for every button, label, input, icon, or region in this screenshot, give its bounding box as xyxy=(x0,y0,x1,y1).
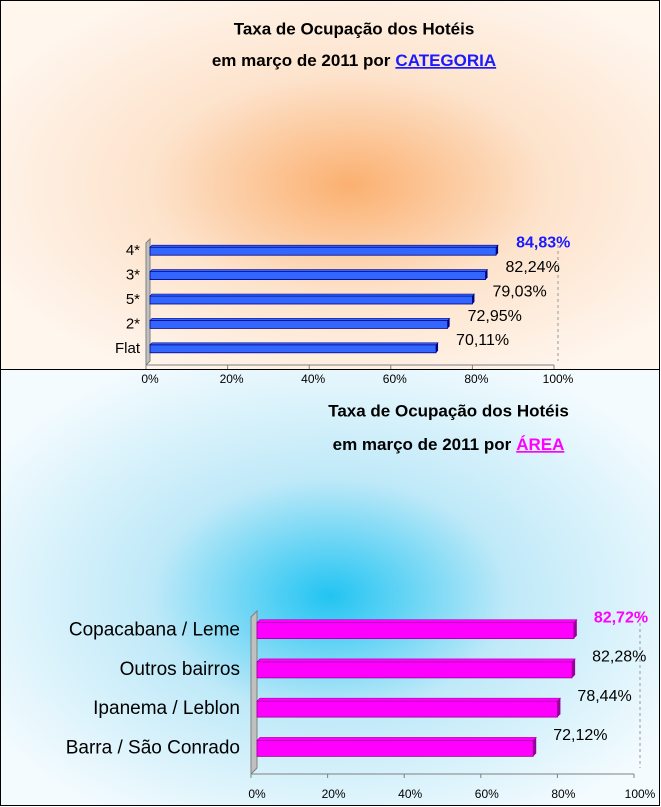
x-tick-label: 100% xyxy=(625,787,656,801)
value-label: 82,72% xyxy=(594,609,648,626)
value-label: 84,83% xyxy=(516,235,570,252)
bar-top xyxy=(149,244,499,248)
bar-front xyxy=(256,622,575,640)
category-label: Outros bairros xyxy=(120,659,240,680)
category-label: Copacabana / Leme xyxy=(69,620,240,641)
value-label: 78,44% xyxy=(577,688,631,705)
bar xyxy=(256,737,537,757)
bar-side xyxy=(572,658,576,678)
bar-side xyxy=(436,342,439,353)
bar-front xyxy=(149,319,449,329)
bar xyxy=(149,269,489,281)
x-tick-label: 20% xyxy=(220,372,244,386)
bar-top xyxy=(149,269,489,272)
bar-side xyxy=(533,737,537,757)
x-tick-label: 40% xyxy=(398,787,422,801)
value-label: 70,11% xyxy=(456,332,509,349)
bar-top xyxy=(256,737,537,741)
chart-subtitle: em março de 2011 por ÁREA xyxy=(333,435,565,454)
axis-wall xyxy=(250,609,258,776)
bar-front xyxy=(256,700,558,718)
category-label: 2* xyxy=(126,315,140,332)
subtitle-text: em março de 2011 por xyxy=(212,51,391,70)
subtitle-link: ÁREA xyxy=(516,435,564,454)
bar-side xyxy=(485,269,488,280)
category-label: Barra / São Conrado xyxy=(66,737,240,758)
x-tick-label: 60% xyxy=(383,372,407,386)
value-label: 79,03% xyxy=(492,283,546,300)
chart-title: Taxa de Ocupação dos Hotéis xyxy=(234,19,475,38)
bar-top xyxy=(256,658,576,663)
x-tick-label: 20% xyxy=(322,787,346,801)
value-label: 72,12% xyxy=(553,727,607,744)
category-label: 4* xyxy=(126,242,140,259)
bar-front xyxy=(149,295,473,305)
chart-panel xyxy=(0,0,660,370)
bar-top xyxy=(149,293,476,297)
bar xyxy=(256,619,578,640)
bar-side xyxy=(573,619,577,639)
chart-title: Taxa de Ocupação dos Hotéis xyxy=(328,401,569,420)
value-label: 82,28% xyxy=(592,649,646,666)
x-tick-label: 80% xyxy=(464,372,488,386)
value-label: 82,24% xyxy=(506,259,560,276)
x-tick-label: 100% xyxy=(543,372,574,386)
bar xyxy=(256,658,576,679)
chart-panel xyxy=(0,369,660,806)
x-tick-label: 80% xyxy=(551,787,575,801)
bar-top xyxy=(149,342,439,346)
bar-top xyxy=(256,697,562,702)
bar-front xyxy=(149,271,486,281)
x-tick-label: 60% xyxy=(475,787,499,801)
category-label: Flat xyxy=(115,340,141,357)
bar xyxy=(149,318,451,329)
category-label: 5* xyxy=(126,291,140,308)
bar-front xyxy=(149,344,437,354)
bar-front xyxy=(256,661,573,679)
category-label: Ipanema / Leblon xyxy=(93,698,240,719)
x-tick-label: 0% xyxy=(141,372,159,386)
x-tick-label: 0% xyxy=(248,787,266,801)
x-tick-label: 40% xyxy=(301,372,325,386)
bar-top xyxy=(149,318,451,321)
bar xyxy=(149,244,499,256)
bar-top xyxy=(256,619,578,623)
bar-side xyxy=(557,698,561,718)
bar-front xyxy=(256,739,534,757)
chart-subtitle: em março de 2011 por CATEGORIA xyxy=(212,51,496,70)
subtitle-text: em março de 2011 por xyxy=(333,435,512,454)
bar xyxy=(256,697,562,718)
subtitle-link: CATEGORIA xyxy=(395,51,496,70)
bar-side xyxy=(496,245,499,256)
bar xyxy=(149,293,476,305)
bar xyxy=(149,342,439,354)
axis-wall xyxy=(145,237,151,367)
value-label: 72,95% xyxy=(468,308,522,325)
bar-front xyxy=(149,246,497,256)
category-label: 3* xyxy=(126,267,140,284)
bar-side xyxy=(472,294,475,304)
bar-side xyxy=(447,318,450,329)
